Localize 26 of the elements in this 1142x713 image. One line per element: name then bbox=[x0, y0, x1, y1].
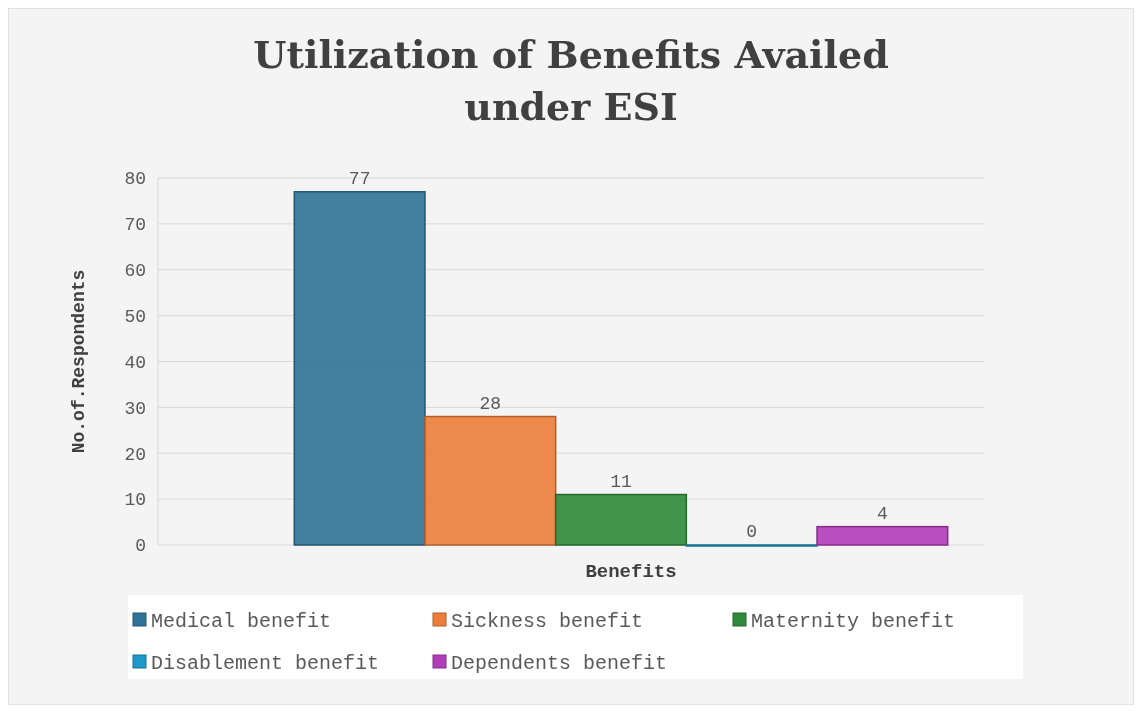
data-label: 77 bbox=[348, 168, 371, 189]
legend-label: Sickness benefit bbox=[451, 610, 644, 633]
x-axis-title: Benefits bbox=[585, 561, 677, 583]
y-tick-label: 50 bbox=[124, 306, 146, 327]
bar bbox=[554, 493, 688, 546]
y-axis-title: No.of.Respondents bbox=[69, 269, 89, 454]
y-tick-label: 60 bbox=[124, 261, 146, 282]
chart-title: Utilization of Benefits Availed under ESI bbox=[253, 32, 889, 129]
data-label: 0 bbox=[746, 522, 758, 542]
legend-label: Medical benefit bbox=[151, 610, 332, 633]
y-tick-label: 70 bbox=[124, 215, 146, 236]
legend-label: Maternity benefit bbox=[751, 610, 956, 633]
legend-label: Dependents benefit bbox=[451, 652, 668, 675]
y-tick-label: 40 bbox=[124, 352, 146, 373]
y-tick-label: 30 bbox=[124, 398, 146, 419]
y-tick-label: 0 bbox=[135, 536, 146, 557]
bar bbox=[816, 525, 949, 546]
bar bbox=[293, 191, 426, 546]
y-tick-label: 20 bbox=[124, 444, 146, 465]
data-label: 28 bbox=[479, 393, 502, 414]
legend-label: Disablement benefit bbox=[151, 652, 380, 675]
y-tick-label: 10 bbox=[124, 490, 146, 511]
bar bbox=[424, 415, 557, 546]
data-label: 4 bbox=[876, 503, 888, 524]
y-tick-label: 80 bbox=[124, 169, 146, 190]
data-label: 11 bbox=[610, 471, 632, 492]
